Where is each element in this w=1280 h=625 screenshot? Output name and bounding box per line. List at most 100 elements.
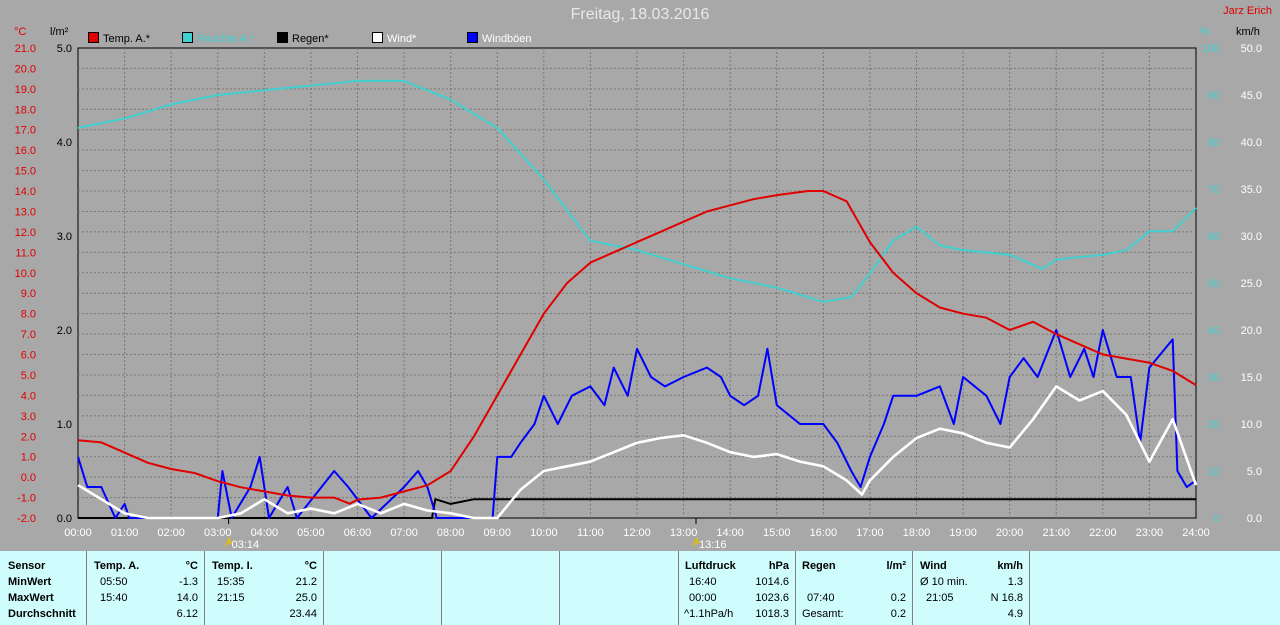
wind-avg-value: 1.3 — [1007, 576, 1023, 588]
x-tick-label: 12:00 — [623, 527, 651, 539]
x-tick-label: 22:00 — [1089, 527, 1117, 539]
empty-column-2 — [442, 551, 560, 625]
temp-tick-label: 18.0 — [15, 104, 36, 116]
series-line-temp-a — [77, 190, 1197, 505]
temp-tick-label: 19.0 — [15, 84, 36, 96]
rain-total-value: 0.2 — [890, 608, 906, 620]
pressure-trend: ^1.1hPa/h — [684, 608, 734, 620]
temp-i-max-value: 25.0 — [295, 592, 317, 604]
temp-i-header: Temp. I. — [212, 560, 253, 572]
row-label-max: MaxWert — [8, 592, 54, 604]
rain-tick-label: 1.0 — [57, 419, 72, 431]
event-marker-icon — [224, 537, 233, 547]
temp-tick-label: 6.0 — [21, 350, 36, 362]
humidity-tick-label: 40 — [1208, 325, 1220, 337]
x-tick-label: 11:00 — [577, 527, 604, 539]
humidity-tick-label: 20 — [1208, 419, 1220, 431]
legend-label: Wind* — [387, 33, 417, 45]
temp-tick-label: 12.0 — [15, 227, 36, 239]
wind-column: Wind km/h Ø 10 min. 1.3 21:05 N 16.8 4.9 — [913, 551, 1030, 625]
wind-max-time: 21:05 — [926, 592, 954, 604]
pressure-max-time: 00:00 — [689, 592, 717, 604]
temp-tick-label: 17.0 — [15, 125, 36, 137]
temp-i-column: Temp. I. °C 15:35 21.2 21:15 25.0 23.44 — [205, 551, 324, 625]
x-tick-label: 06:00 — [344, 527, 372, 539]
rain-tick-label: 0.0 — [57, 513, 72, 525]
x-tick-label: 08:00 — [437, 527, 465, 539]
legend-swatch — [372, 32, 383, 43]
rain-time: 07:40 — [807, 592, 835, 604]
legend-swatch — [277, 32, 288, 43]
rain-column: Regen l/m² 07:40 0.2 Gesamt: 0.2 — [796, 551, 913, 625]
legend-item-humidity: Feuchte A.* — [182, 32, 254, 46]
temp-a-column: Temp. A. °C 05:50 -1.3 15:40 14.0 6.12 — [87, 551, 205, 625]
temp-tick-label: 8.0 — [21, 309, 36, 321]
series-line-feuchte-a — [77, 79, 1197, 303]
temp-tick-label: 15.0 — [15, 166, 36, 178]
x-tick-label: 07:00 — [390, 527, 418, 539]
x-tick-label: 05:00 — [297, 527, 325, 539]
pressure-header: Luftdruck — [685, 560, 736, 572]
legend-swatch — [467, 32, 478, 43]
pressure-min-time: 16:40 — [689, 576, 717, 588]
pressure-column: Luftdruck hPa 16:40 1014.6 00:00 1023.6 … — [679, 551, 796, 625]
sensor-column: Sensor MinWert MaxWert Durchschnitt — [0, 551, 87, 625]
legend-item-rain: Regen* — [277, 32, 329, 46]
temp-a-min-value: -1.3 — [179, 576, 198, 588]
x-tick-label: 13:00 — [670, 527, 698, 539]
temp-tick-label: 7.0 — [21, 329, 36, 341]
temp-i-unit: °C — [304, 560, 317, 572]
x-tick-label: 18:00 — [903, 527, 931, 539]
series-line-wind — [77, 385, 1198, 520]
x-tick-label: 17:00 — [856, 527, 884, 539]
temp-a-max-time: 15:40 — [100, 592, 128, 604]
wind-tick-label: 0.0 — [1247, 513, 1262, 525]
legend-label: Regen* — [292, 33, 329, 45]
wind-unit: km/h — [997, 560, 1023, 572]
plot-area — [77, 47, 1197, 519]
series-line-windb-en — [77, 329, 1197, 519]
temp-a-min-time: 05:50 — [100, 576, 128, 588]
rain-tick-label: 4.0 — [57, 137, 72, 149]
humidity-tick-label: 10 — [1208, 466, 1220, 478]
humidity-unit-label: % — [1200, 26, 1210, 38]
rain-unit-label: l/m² — [50, 26, 69, 38]
wind-tick-label: 15.0 — [1241, 372, 1262, 384]
temp-tick-label: 20.0 — [15, 63, 36, 75]
temp-a-max-value: 14.0 — [176, 592, 198, 604]
empty-column-3 — [560, 551, 679, 625]
wind-header: Wind — [920, 560, 947, 572]
event-marker-icon — [692, 537, 701, 547]
rain-value: 0.2 — [890, 592, 906, 604]
x-tick-label: 10:00 — [530, 527, 558, 539]
wind-tick-label: 10.0 — [1241, 419, 1262, 431]
temp-unit-label: °C — [14, 26, 27, 38]
temp-tick-label: 21.0 — [15, 43, 36, 55]
x-tick-label: 24:00 — [1182, 527, 1210, 539]
wind-tick-label: 25.0 — [1241, 278, 1262, 290]
row-label-avg: Durchschnitt — [8, 608, 76, 620]
wind-unit-label: km/h — [1236, 26, 1260, 38]
humidity-tick-label: 60 — [1208, 231, 1220, 243]
temp-tick-label: 3.0 — [21, 411, 36, 423]
author-label: Jarz Erich — [1223, 5, 1272, 17]
temp-tick-label: 13.0 — [15, 206, 36, 218]
x-tick-label: 15:00 — [763, 527, 791, 539]
x-tick-label: 01:00 — [111, 527, 139, 539]
temp-tick-label: 1.0 — [21, 452, 36, 464]
humidity-tick-label: 30 — [1208, 372, 1220, 384]
x-tick-label: 23:00 — [1136, 527, 1164, 539]
wind-tick-label: 35.0 — [1241, 184, 1262, 196]
temp-a-header: Temp. A. — [94, 560, 140, 572]
temp-tick-label: 11.0 — [15, 247, 36, 259]
empty-column-1 — [324, 551, 442, 625]
rain-total-label: Gesamt: — [802, 608, 844, 620]
rain-unit: l/m² — [886, 560, 906, 572]
x-tick-label: 19:00 — [949, 527, 977, 539]
x-tick-label: 16:00 — [810, 527, 838, 539]
rain-tick-label: 3.0 — [57, 231, 72, 243]
legend-item-gusts: Windböen — [467, 32, 532, 46]
wind-tick-label: 50.0 — [1241, 43, 1262, 55]
temp-tick-label: 9.0 — [21, 288, 36, 300]
x-tick-label: 04:00 — [251, 527, 279, 539]
